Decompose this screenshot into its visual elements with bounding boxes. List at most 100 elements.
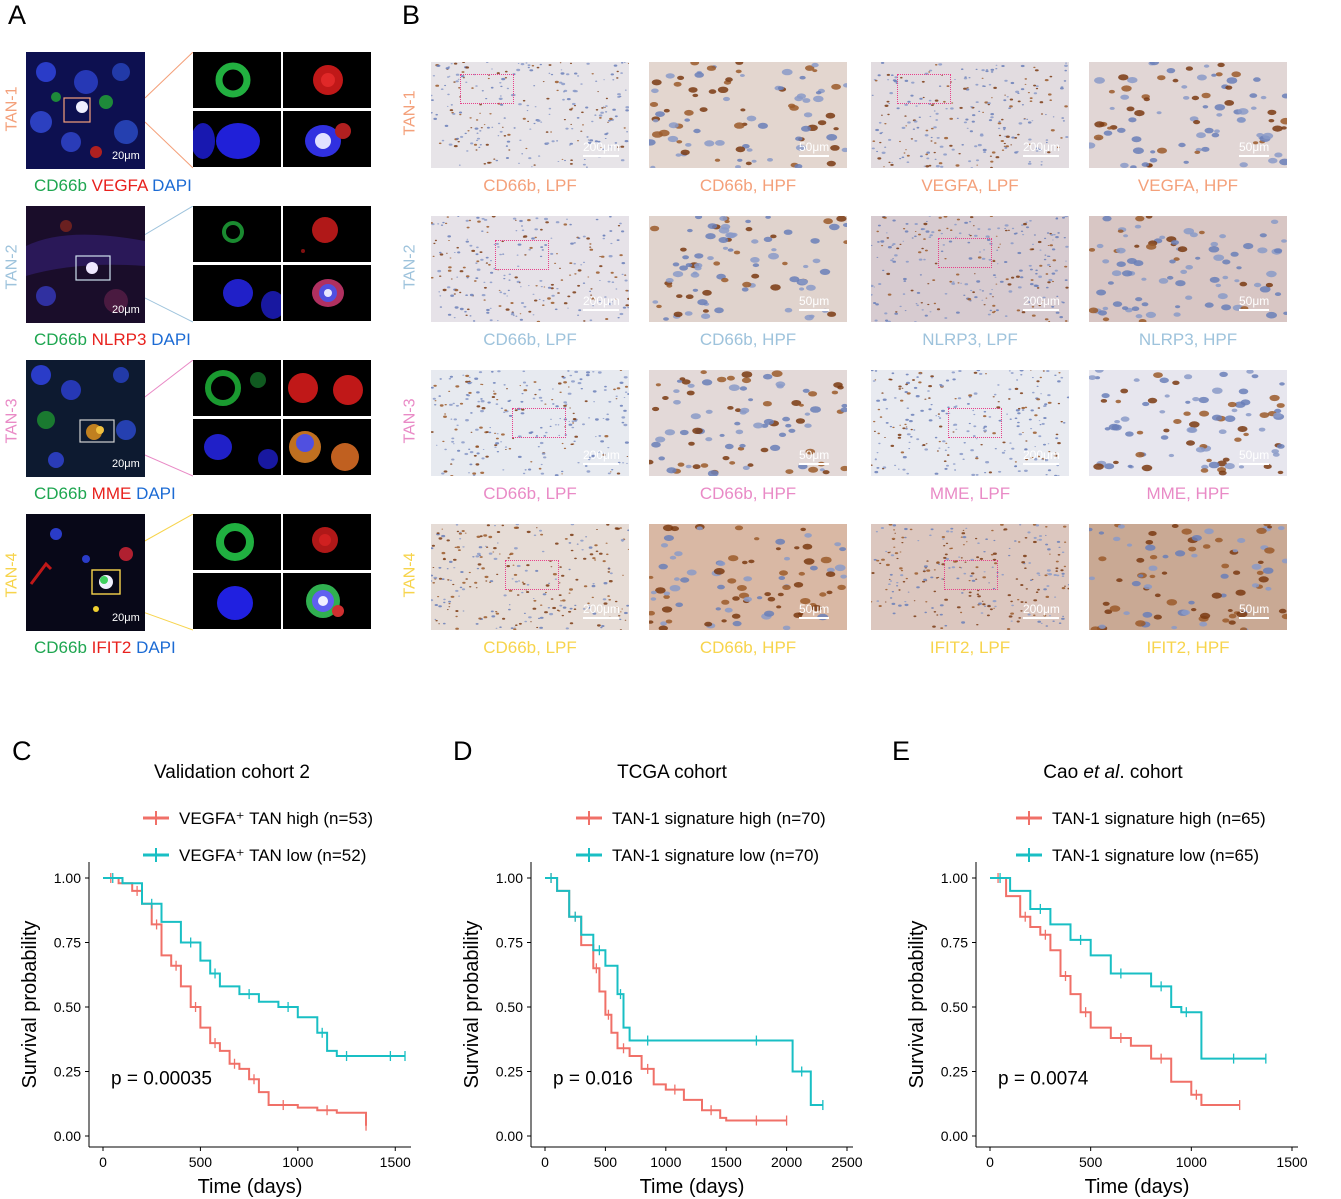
ihc-cell <box>532 607 537 610</box>
ihc-cell <box>888 578 891 580</box>
ihc-cell <box>979 557 984 560</box>
ihc-cell <box>582 282 586 284</box>
ihc-cell <box>1131 136 1142 143</box>
ihc-cell <box>1173 257 1180 261</box>
ihc-cell <box>533 534 537 537</box>
ihc-cell <box>434 618 437 620</box>
ihc-cell <box>1208 246 1220 253</box>
ihc-cell <box>798 278 809 285</box>
ihc-cell <box>1058 622 1062 624</box>
ihc-cell <box>505 449 507 450</box>
ihc-cell <box>938 63 943 66</box>
ihc-cell <box>485 143 489 146</box>
ihc-cell <box>496 320 499 322</box>
ihc-cell <box>582 235 586 238</box>
ihc-cell <box>894 312 898 315</box>
ihc-cell <box>616 239 620 241</box>
ihc-cell <box>1007 283 1012 286</box>
ihc-cell <box>508 273 512 276</box>
if-caption-dapi: DAPI <box>136 484 176 503</box>
ihc-cell <box>468 219 472 222</box>
ihc-cell <box>943 460 947 462</box>
ihc-cell <box>991 566 994 568</box>
ihc-cell <box>936 614 939 616</box>
if-tile-red-tan4 <box>283 514 371 570</box>
ihc-cell <box>883 166 885 168</box>
ihc-cell <box>660 621 667 626</box>
ihc-cell <box>1183 228 1195 235</box>
ihc-cell <box>485 431 489 433</box>
ihc-cell <box>488 535 493 539</box>
ihc-cell <box>975 438 978 440</box>
ihc-cell <box>576 117 580 119</box>
ihc-scale-label: 50μm <box>799 294 830 308</box>
ihc-cell <box>1211 73 1217 77</box>
ihc-cell <box>882 398 887 401</box>
ihc-cell <box>1004 229 1008 232</box>
ihc-cell <box>501 77 506 81</box>
ihc-cell <box>521 225 523 227</box>
ihc-cell <box>453 418 457 421</box>
ihc-cell <box>610 301 613 303</box>
ihc-cell <box>1215 72 1223 77</box>
ihc-cell <box>673 311 683 317</box>
ihc-cell <box>905 577 908 580</box>
ihc-cell <box>876 467 880 469</box>
ihc-cell <box>1201 464 1209 470</box>
ihc-cell <box>714 307 724 314</box>
ihc-cell <box>1030 428 1033 430</box>
ihc-texture <box>650 216 847 321</box>
ihc-cell <box>731 613 741 619</box>
ihc-cell <box>1035 272 1038 275</box>
ihc-cell <box>577 284 581 287</box>
ihc-cell <box>504 409 508 412</box>
ihc-cell <box>1045 141 1048 144</box>
ihc-cell <box>625 106 629 109</box>
ihc-cell <box>533 85 536 87</box>
ihc-cell <box>1164 394 1170 398</box>
y-tick-label: 0.25 <box>941 1064 968 1080</box>
ihc-cell <box>1265 586 1272 591</box>
ihc-cell <box>1196 74 1207 81</box>
ihc-cell <box>488 431 492 434</box>
ihc-cell <box>1040 161 1043 163</box>
ihc-cell <box>957 397 962 400</box>
ihc-cell <box>431 99 434 101</box>
ihc-cell <box>656 304 662 309</box>
ihc-cell <box>1199 230 1205 235</box>
legend-label: TAN-1 signature low (n=70) <box>612 846 819 865</box>
ihc-cell <box>705 437 713 442</box>
ihc-cell <box>503 278 506 280</box>
ihc-cell <box>1048 278 1053 282</box>
ihc-cell <box>1044 79 1049 82</box>
ihc-cell <box>521 581 524 583</box>
ihc-cell <box>1233 570 1241 575</box>
ihc-cell <box>965 527 968 529</box>
ihc-cell <box>580 83 583 85</box>
ihc-cell <box>1064 69 1067 72</box>
ihc-cell <box>938 162 943 165</box>
ihc-cell <box>921 247 924 250</box>
ihc-cell <box>455 385 460 388</box>
ihc-cell <box>1185 295 1193 300</box>
ihc-cell <box>455 627 459 630</box>
ihc-cell <box>620 159 625 162</box>
ihc-cell <box>770 444 781 451</box>
ihc-cell <box>791 400 802 406</box>
ihc-cell <box>589 553 594 556</box>
ihc-cell <box>978 602 982 605</box>
ihc-cell <box>446 609 449 611</box>
ihc-cell <box>958 232 962 235</box>
ihc-cell <box>573 262 576 265</box>
ihc-cell <box>498 305 502 307</box>
ihc-cell <box>686 390 695 396</box>
ihc-cell <box>990 116 994 119</box>
x-tick-label: 1000 <box>650 1154 681 1170</box>
ihc-cell <box>880 527 884 529</box>
ihc-cell <box>1239 162 1248 168</box>
ihc-cell <box>1259 233 1267 238</box>
ihc-scale-label: 200μm <box>583 448 620 462</box>
ihc-cell <box>752 263 760 268</box>
ihc-cell <box>523 305 527 308</box>
ihc-cell <box>900 451 905 454</box>
